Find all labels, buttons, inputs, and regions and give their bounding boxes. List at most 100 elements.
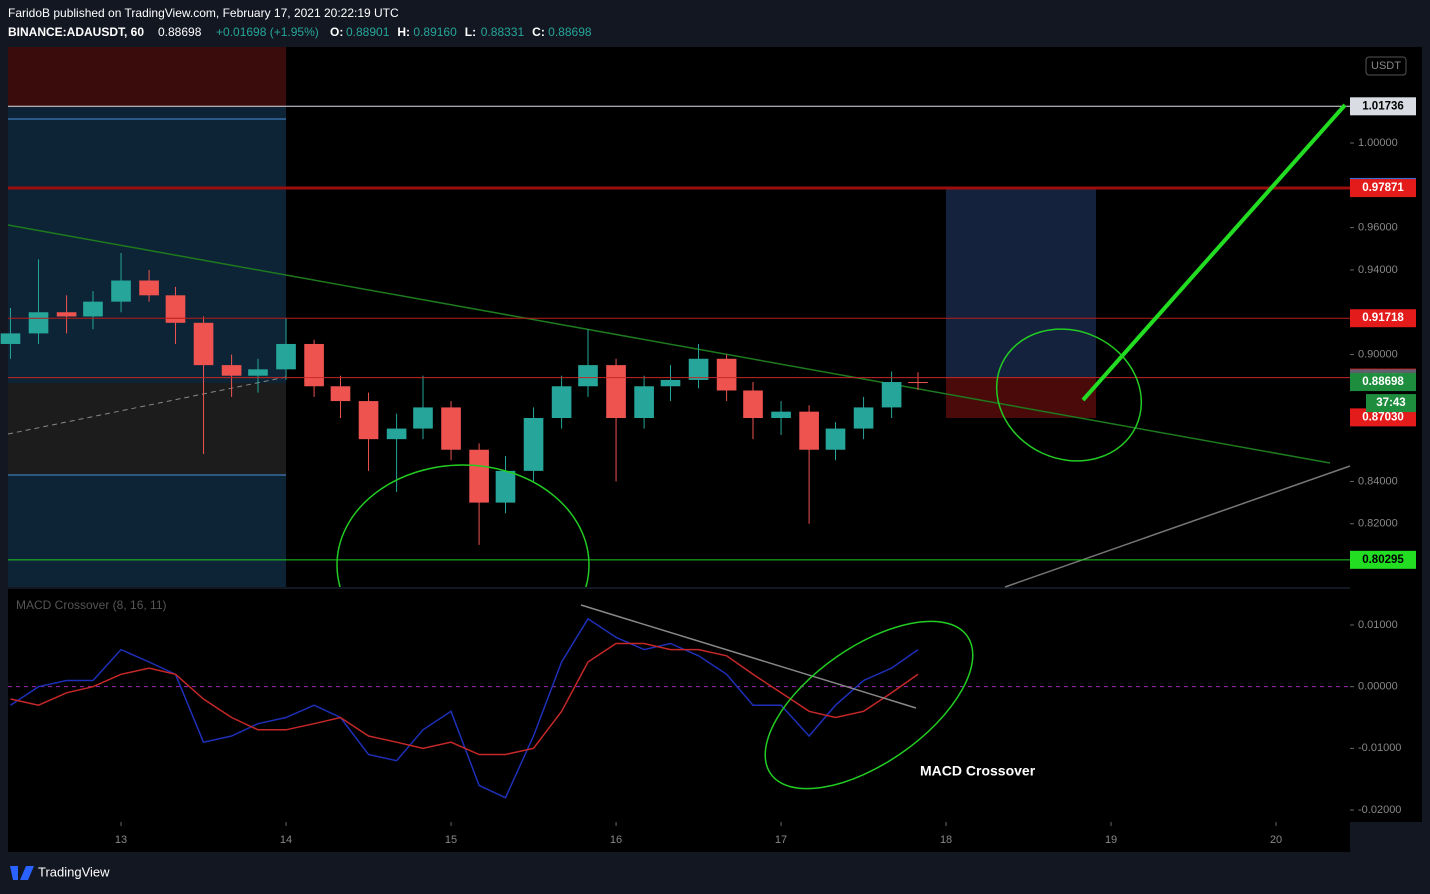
ellipse	[764, 620, 974, 790]
price-label-box	[1350, 373, 1416, 392]
candle-body	[578, 365, 598, 387]
price-label-box	[1350, 179, 1416, 198]
trend-line	[580, 604, 917, 709]
last-price: 0.88698	[158, 25, 202, 39]
ellipse	[995, 328, 1143, 462]
candle-body	[386, 428, 407, 440]
header: FaridoB published on TradingView.com, Fe…	[8, 6, 592, 39]
candle-body	[83, 301, 103, 317]
ohlc-value: 0.89160	[413, 25, 457, 39]
y-tick-label: -0.01000	[1358, 742, 1401, 754]
candle-body	[469, 449, 489, 503]
y-tick-label: 0.84000	[1358, 475, 1398, 487]
candle-body	[688, 358, 709, 380]
time-axis	[8, 822, 1350, 852]
price-label: 0.97871	[1362, 182, 1404, 194]
y-tick-label: 0.90000	[1358, 348, 1398, 360]
candle-body	[660, 379, 681, 387]
candle-body	[606, 365, 626, 418]
candle-body	[111, 280, 131, 302]
price-layer: 1.00000 0.96000 0.94000 0.90000 0.84000 0.820…	[0, 97, 1416, 846]
candle-body	[799, 411, 819, 450]
dashed-line	[7, 376, 287, 435]
logo-icon	[10, 866, 34, 880]
y-tick-label: 0.00000	[1358, 681, 1398, 693]
logo: TradingView	[38, 864, 110, 879]
price-label: 0.91718	[1362, 312, 1404, 324]
price-label: 0.87030	[1362, 411, 1404, 423]
price-label: 0.88698	[1362, 376, 1404, 388]
x-tick-label: 20	[1270, 834, 1282, 846]
candle-body	[551, 386, 572, 418]
candle-body	[441, 407, 461, 450]
candle-body	[743, 390, 763, 418]
price-label-box	[1350, 550, 1416, 569]
y-tick-label: -0.02000	[1358, 804, 1401, 816]
x-tick-label: 19	[1105, 834, 1117, 846]
ohlc-value: 0.88331	[481, 25, 525, 39]
annotation: MACD Crossover	[920, 763, 1036, 779]
macd-pane	[8, 589, 1350, 822]
candle-body	[193, 322, 214, 366]
entry-zone	[8, 383, 286, 475]
candle-body	[716, 358, 737, 391]
ohlc-value: 0.88901	[346, 25, 390, 39]
ohlc-key: O:	[330, 25, 343, 39]
candle-body	[165, 295, 186, 323]
y-tick-label: 1.00000	[1358, 137, 1398, 149]
target-zone	[8, 107, 286, 383]
drawings	[7, 47, 1351, 588]
candle-body	[0, 333, 21, 344]
indicator-title: MACD Crossover (8, 16, 11)	[16, 598, 167, 612]
candle-body	[221, 365, 242, 376]
candle-body	[358, 401, 379, 440]
target-zone	[8, 475, 286, 587]
candle-body	[908, 382, 928, 384]
candle-body	[276, 343, 296, 370]
ohlc-key: H:	[397, 25, 410, 39]
x-tick-label: 14	[280, 834, 292, 846]
ohlc-key: L:	[465, 25, 476, 39]
candle-body	[56, 312, 77, 317]
trend-line	[7, 224, 1331, 464]
overlays: MACD Crossover	[336, 103, 1347, 790]
author-line: FaridoB published on TradingView.com, Fe…	[8, 6, 399, 20]
x-tick-label: 18	[940, 834, 952, 846]
candle-body	[330, 386, 351, 402]
candle-body	[248, 369, 268, 376]
price-label-box	[1350, 408, 1416, 427]
countdown: 37:43	[1376, 397, 1405, 409]
countdown-box	[1366, 394, 1416, 413]
symbol: BINANCE:ADAUSDT, 60	[8, 25, 144, 39]
candle-body	[139, 280, 159, 296]
currency: USDT	[1371, 60, 1401, 72]
candle-body	[304, 343, 324, 387]
candle-body	[28, 312, 49, 334]
candle-body	[523, 417, 544, 471]
candle-body	[825, 428, 846, 450]
candle-body	[771, 411, 791, 418]
y-tick-label: 0.82000	[1358, 518, 1398, 530]
change: +0.01698 (+1.95%)	[216, 25, 319, 39]
price-label: 0.80295	[1362, 554, 1404, 566]
price-axis	[1350, 47, 1422, 822]
x-tick-label: 17	[775, 834, 787, 846]
price-label: 1.01736	[1362, 100, 1404, 112]
x-tick-label: 16	[610, 834, 622, 846]
candle-body	[853, 407, 874, 429]
arrow-line	[1081, 103, 1347, 402]
candle-body	[881, 382, 902, 408]
candle-body	[495, 470, 516, 503]
candle-body	[634, 386, 654, 418]
currency-box	[1365, 56, 1407, 76]
trend-line	[1004, 465, 1351, 588]
y-tick-label: 0.94000	[1358, 264, 1398, 276]
price-label-box	[1350, 309, 1416, 328]
ellipse	[336, 464, 590, 587]
long-target	[946, 187, 1096, 378]
ohlc: O: 0.88901 H: 0.89160 L: 0.88331 C: 0.88698	[330, 25, 592, 39]
x-tick-label: 15	[445, 834, 457, 846]
price-label-box	[1350, 97, 1416, 116]
macd-layer: MACD Crossover (8, 16, 11) 0.01000 0.00000…	[8, 598, 1401, 816]
